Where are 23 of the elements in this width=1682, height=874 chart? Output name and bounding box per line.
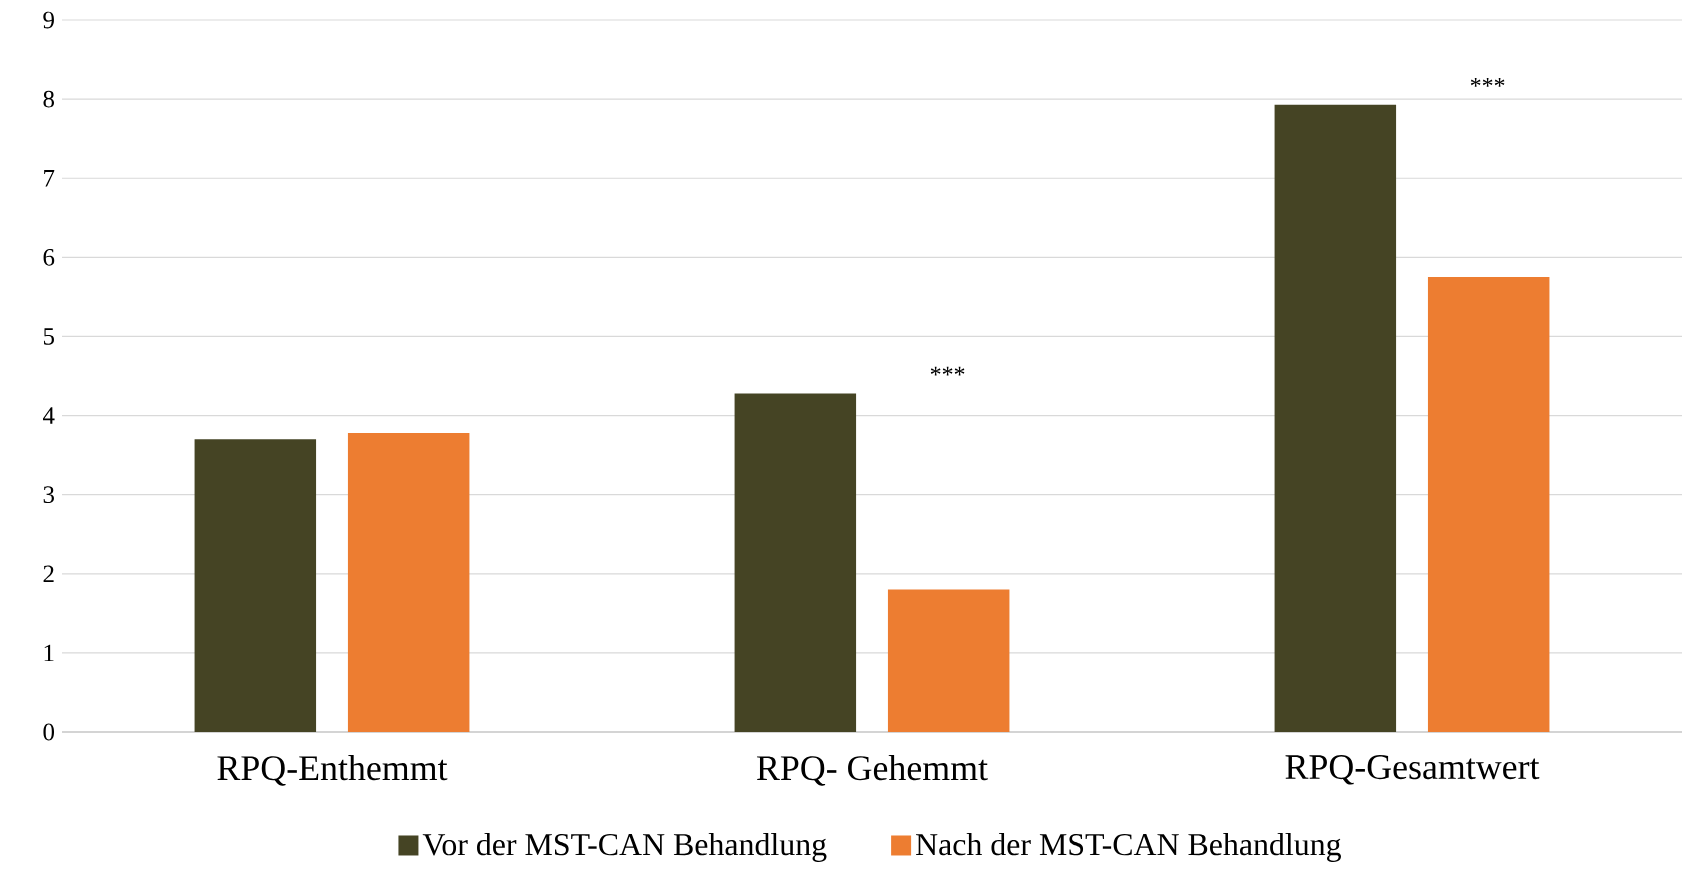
- y-tick-label: 8: [43, 90, 55, 108]
- y-tick-label: 5: [43, 328, 54, 345]
- y-tick-label: 7: [44, 170, 55, 187]
- x-tick-label: RPQ-Enthemmt: [217, 755, 448, 786]
- x-tick-label: RPQ-Gesamtwert: [1285, 755, 1540, 785]
- bar: [734, 393, 857, 732]
- y-tick-label: 2: [43, 565, 54, 583]
- bar: [347, 432, 470, 732]
- bar: [1274, 104, 1397, 732]
- y-tick-label: 0: [43, 723, 55, 741]
- y-tick-label: 1: [44, 644, 54, 662]
- annotation: ***: [930, 366, 965, 376]
- bar: [1427, 277, 1550, 732]
- annotation: ***: [1470, 77, 1505, 87]
- y-tick-label: 6: [43, 248, 55, 266]
- bar: [194, 439, 317, 732]
- y-tick-label: 4: [43, 407, 55, 424]
- bar: [887, 589, 1010, 732]
- legend-label: Vor der MST-CAN Behandlung: [422, 832, 827, 862]
- y-tick-label: 3: [43, 486, 54, 504]
- legend-label: Nach der MST-CAN Behandlung: [915, 832, 1341, 862]
- y-tick-label: 9: [43, 11, 54, 29]
- x-tick-label: RPQ- Gehemmt: [756, 755, 988, 786]
